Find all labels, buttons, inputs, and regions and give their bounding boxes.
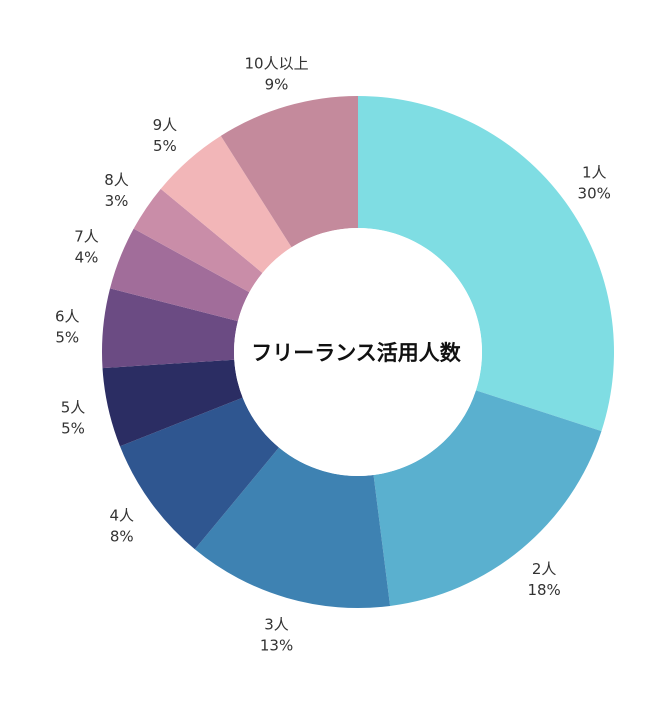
slice-label-value: 30%: [578, 184, 611, 202]
slice-label-name: 3人: [264, 615, 289, 633]
slice-8: [133, 188, 263, 293]
slice-label-value: 9%: [265, 76, 289, 94]
slice-label-5: 5人 5%: [61, 399, 86, 438]
slice-label-value: 4%: [75, 249, 99, 267]
slice-label-10: 10人以上 9%: [244, 55, 308, 94]
slice-label-value: 18%: [527, 581, 560, 599]
slice-6: [102, 288, 238, 369]
slice-label-name: 10人以上: [244, 55, 308, 73]
slice-labels: 1人 30%2人 18%3人 13%4人 8%5人 5%6人 5%7人 4%8人 3%9人 5%1…: [55, 55, 611, 655]
slice-label-value: 5%: [55, 329, 79, 347]
chart-title: フリーランス活用人数: [251, 341, 462, 365]
slice-label-value: 3%: [105, 192, 129, 210]
slice-label-name: 5人: [61, 399, 86, 417]
slice-label-name: 1人: [582, 163, 607, 181]
slice-label-2: 2人 18%: [527, 560, 560, 599]
slice-1: [358, 96, 614, 432]
chart-slices: [102, 96, 614, 608]
slice-label-7: 7人 4%: [74, 228, 99, 267]
slice-label-value: 13%: [260, 636, 293, 654]
slice-label-name: 2人: [532, 560, 557, 578]
slice-label-4: 4人 8%: [109, 507, 134, 546]
slice-label-name: 6人: [55, 308, 80, 326]
slice-label-name: 8人: [104, 171, 129, 189]
slice-label-value: 5%: [153, 137, 177, 155]
slice-label-3: 3人 13%: [260, 615, 293, 654]
slice-label-8: 8人 3%: [104, 171, 129, 210]
slice-label-value: 5%: [61, 420, 85, 438]
slice-9: [160, 135, 292, 273]
donut-hole: [234, 228, 482, 476]
slice-7: [110, 228, 250, 322]
slice-3: [194, 447, 391, 608]
slice-label-6: 6人 5%: [55, 308, 80, 347]
slice-label-value: 8%: [110, 528, 134, 546]
slice-2: [373, 390, 602, 606]
slice-10: [220, 96, 358, 248]
slice-label-name: 4人: [109, 507, 134, 525]
slice-label-name: 7人: [74, 228, 99, 246]
slice-label-1: 1人 30%: [578, 163, 611, 202]
slice-5: [102, 359, 243, 447]
slice-4: [119, 397, 279, 550]
slice-label-9: 9人 5%: [153, 116, 178, 155]
slice-label-name: 9人: [153, 116, 178, 134]
